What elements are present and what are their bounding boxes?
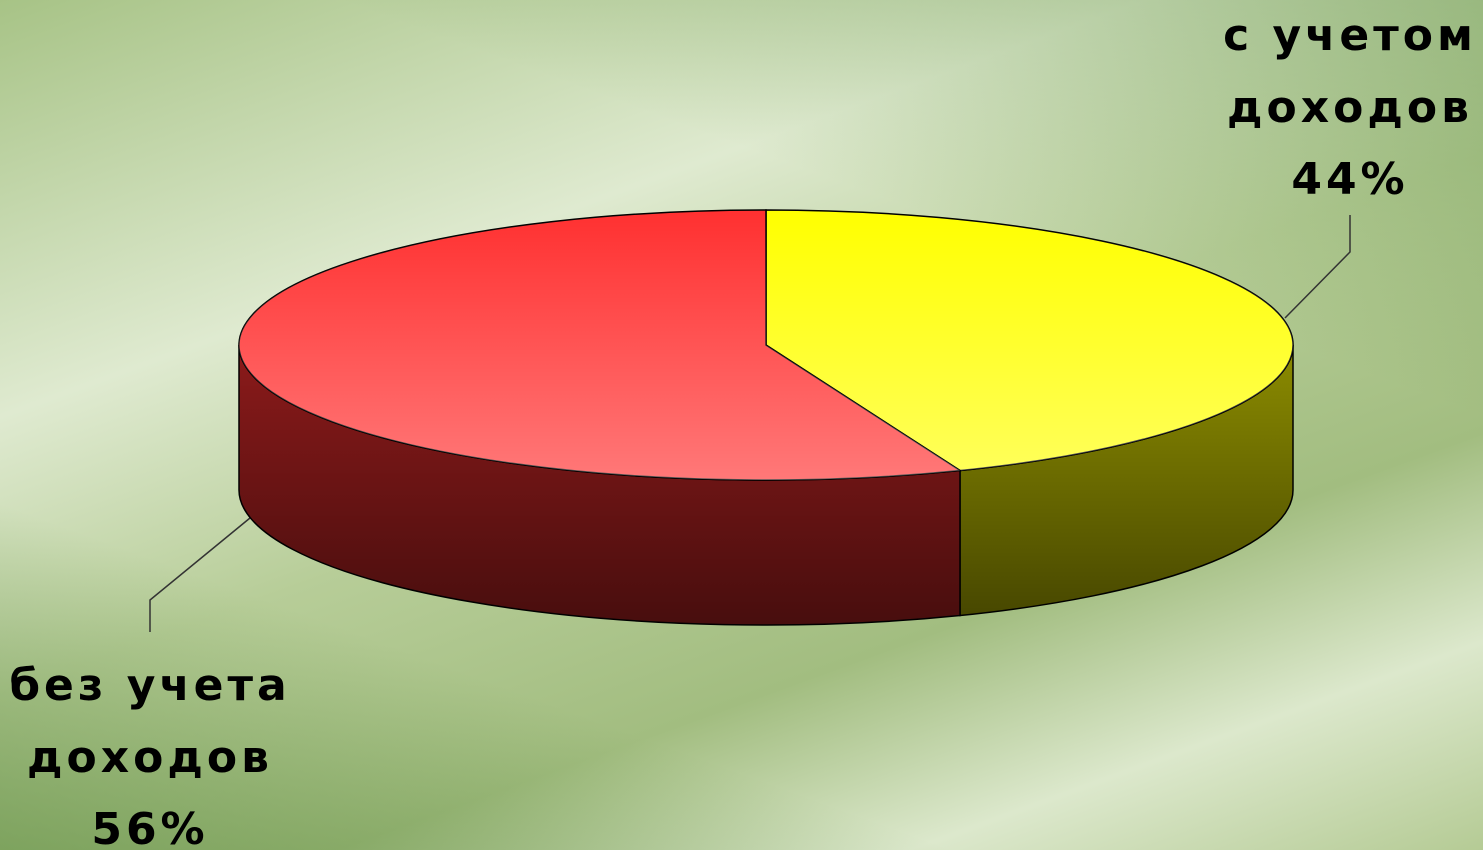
leader-line [1284,215,1351,319]
label-name: без учета доходов [9,660,291,783]
data-label: без учета доходов 56% [0,650,300,850]
slice-side-shade [239,345,961,625]
leader-line [149,517,251,632]
label-name: с учетом доходов [1223,10,1477,133]
slice-shine [239,210,961,480]
label-value: 44% [1291,154,1409,205]
slice-shine [766,210,1294,471]
data-label: с учетом доходов 44% [1200,0,1483,216]
label-value: 56% [91,804,209,850]
slice-side-shade [960,345,1293,616]
